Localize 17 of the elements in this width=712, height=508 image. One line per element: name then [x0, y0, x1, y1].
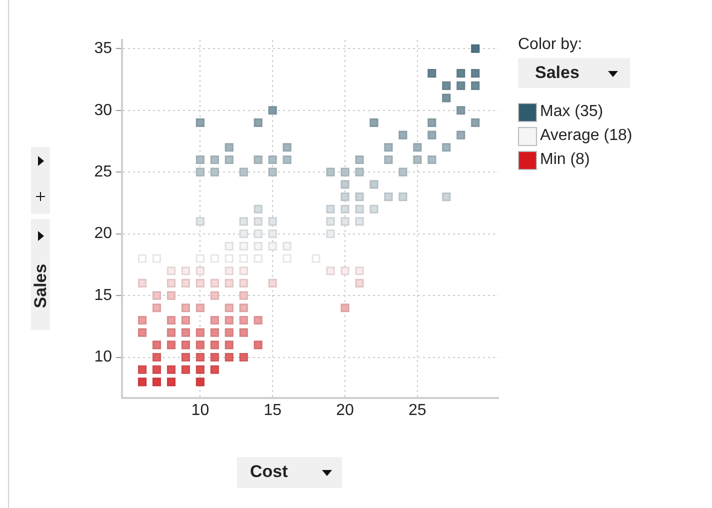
text: Average (18) [540, 127, 632, 145]
color-bar-title: Sales [535, 63, 580, 83]
x-axis-title: Cost [250, 462, 288, 482]
legend-title: Color by: [518, 36, 584, 54]
y-tick-label: 35 [94, 40, 112, 58]
text: Max (35) [540, 103, 604, 121]
y-tick-label: 10 [94, 348, 112, 366]
text: Min (8) [540, 151, 590, 169]
x-tick-label: 20 [336, 402, 354, 420]
x-tick-label: 10 [191, 402, 210, 420]
y-axis-title: Sales [30, 263, 50, 308]
y-tick-label: 20 [94, 225, 112, 242]
y-tick-label: 15 [94, 286, 112, 304]
x-tick-label: 25 [408, 402, 426, 420]
x-tick-label: 15 [264, 402, 282, 420]
y-tick-label: 30 [94, 102, 112, 119]
y-tick-label: 25 [94, 163, 112, 180]
